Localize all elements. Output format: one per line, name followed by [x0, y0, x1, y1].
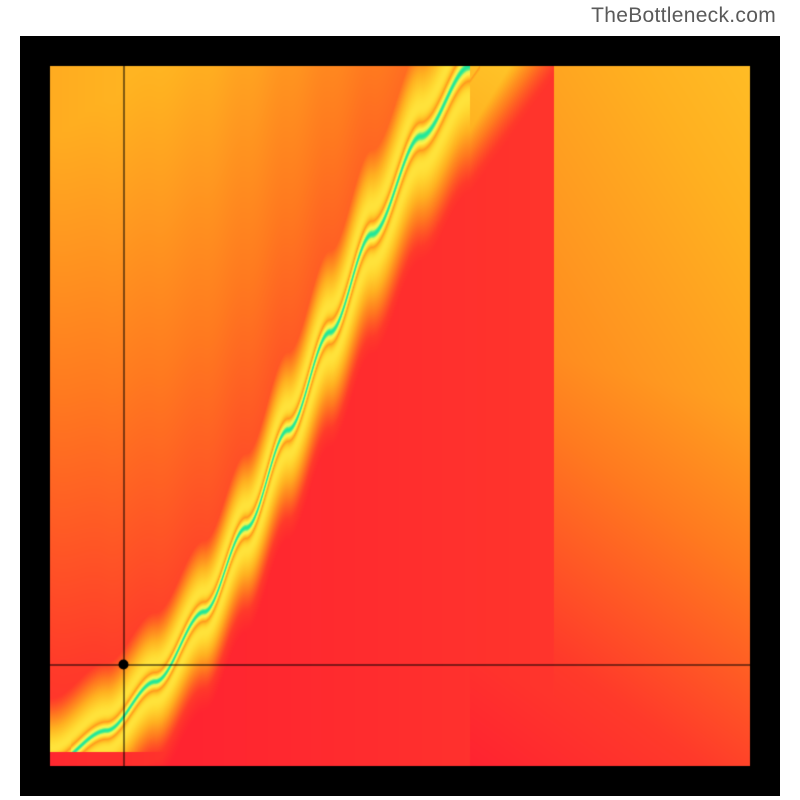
- plot-frame: [20, 36, 780, 796]
- heatmap-canvas: [20, 36, 780, 796]
- root-container: TheBottleneck.com: [0, 0, 800, 800]
- watermark-text: TheBottleneck.com: [591, 4, 776, 28]
